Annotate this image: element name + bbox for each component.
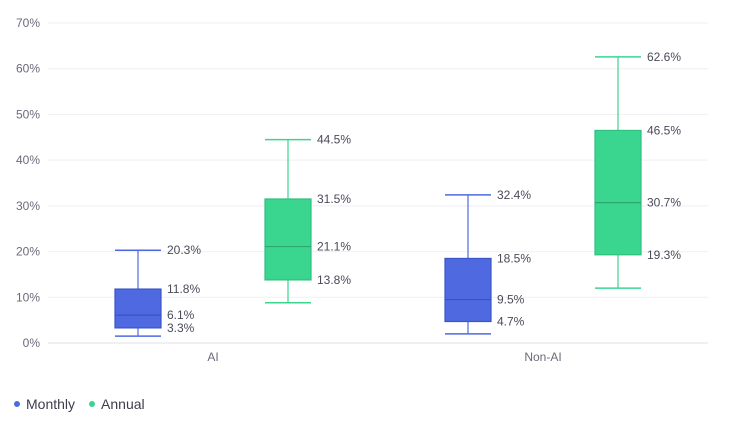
box	[114, 288, 162, 329]
data-label-median: 30.7%	[647, 196, 681, 210]
y-tick-label: 30%	[16, 199, 40, 213]
data-label-q1: 3.3%	[167, 321, 195, 335]
data-label-max: 32.4%	[497, 188, 531, 202]
y-tick-label: 60%	[16, 62, 40, 76]
data-label-q3: 11.8%	[167, 282, 200, 296]
box	[444, 257, 492, 323]
data-label-q3: 46.5%	[647, 123, 681, 137]
legend-label-annual: Annual	[101, 396, 145, 412]
data-label-median: 21.1%	[317, 240, 351, 254]
box	[594, 129, 642, 256]
data-label-q1: 13.8%	[317, 273, 351, 287]
y-tick-label: 70%	[16, 16, 40, 30]
y-tick-label: 50%	[16, 107, 40, 121]
data-label-max: 20.3%	[167, 243, 201, 257]
annual-dot-icon	[89, 401, 96, 407]
data-label-median: 9.5%	[497, 293, 525, 307]
legend-item-monthly[interactable]: Monthly	[14, 396, 75, 412]
data-label-median: 6.1%	[167, 308, 195, 322]
x-tick-label: Non-AI	[524, 350, 561, 364]
x-tick-label: AI	[207, 350, 218, 364]
box-plot-chart: 0% 10% 20% 30% 40% 50% 60% 70% AI Non-AI 20.3% 11.8…	[16, 16, 708, 364]
y-tick-label: 20%	[16, 245, 40, 259]
data-label-q1: 19.3%	[647, 248, 681, 262]
legend: Monthly Annual	[14, 396, 145, 412]
data-label-q1: 4.7%	[497, 315, 525, 329]
box	[264, 198, 312, 281]
monthly-dot-icon	[14, 401, 20, 407]
y-tick-label: 10%	[16, 290, 40, 304]
data-label-q3: 18.5%	[497, 251, 531, 265]
data-label-q3: 31.5%	[317, 192, 351, 206]
data-label-max: 62.6%	[647, 50, 681, 64]
legend-item-annual[interactable]: Annual	[89, 396, 145, 412]
data-label-max: 44.5%	[317, 133, 351, 147]
y-tick-label: 0%	[23, 336, 41, 350]
legend-label-monthly: Monthly	[26, 396, 76, 412]
y-tick-label: 40%	[16, 153, 40, 167]
